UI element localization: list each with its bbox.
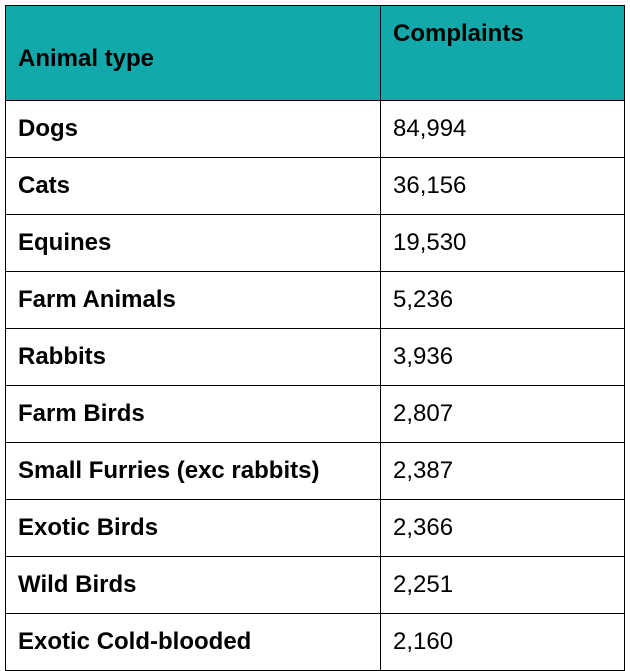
table-row: Exotic Birds 2,366 (5, 499, 625, 557)
complaints-table-container: Animal type Complaints Dogs 84,994 Cats … (5, 5, 625, 671)
animal-type-cell: Rabbits (5, 328, 381, 386)
animal-type-cell: Exotic Birds (5, 499, 381, 557)
animal-type-cell: Equines (5, 214, 381, 272)
table-row: Farm Birds 2,807 (5, 385, 625, 443)
complaints-cell: 3,936 (380, 328, 625, 386)
complaints-table: Animal type Complaints Dogs 84,994 Cats … (5, 5, 625, 671)
animal-type-cell: Wild Birds (5, 556, 381, 614)
animal-type-cell: Farm Animals (5, 271, 381, 329)
animal-type-cell: Exotic Cold-blooded (5, 613, 381, 671)
animal-type-cell: Cats (5, 157, 381, 215)
header-complaints: Complaints (380, 5, 625, 101)
animal-type-cell: Dogs (5, 100, 381, 158)
table-row: Farm Animals 5,236 (5, 271, 625, 329)
table-row: Wild Birds 2,251 (5, 556, 625, 614)
table-header-row: Animal type Complaints (5, 5, 625, 101)
complaints-cell: 2,251 (380, 556, 625, 614)
table-row: Cats 36,156 (5, 157, 625, 215)
header-animal-type: Animal type (5, 5, 381, 101)
table-row: Exotic Cold-blooded 2,160 (5, 613, 625, 671)
complaints-cell: 2,160 (380, 613, 625, 671)
complaints-cell: 2,807 (380, 385, 625, 443)
table-row: Small Furries (exc rabbits) 2,387 (5, 442, 625, 500)
table-row: Dogs 84,994 (5, 100, 625, 158)
complaints-cell: 2,366 (380, 499, 625, 557)
table-row: Equines 19,530 (5, 214, 625, 272)
complaints-cell: 84,994 (380, 100, 625, 158)
animal-type-cell: Small Furries (exc rabbits) (5, 442, 381, 500)
table-row: Rabbits 3,936 (5, 328, 625, 386)
complaints-cell: 5,236 (380, 271, 625, 329)
complaints-cell: 19,530 (380, 214, 625, 272)
complaints-cell: 2,387 (380, 442, 625, 500)
animal-type-cell: Farm Birds (5, 385, 381, 443)
complaints-cell: 36,156 (380, 157, 625, 215)
